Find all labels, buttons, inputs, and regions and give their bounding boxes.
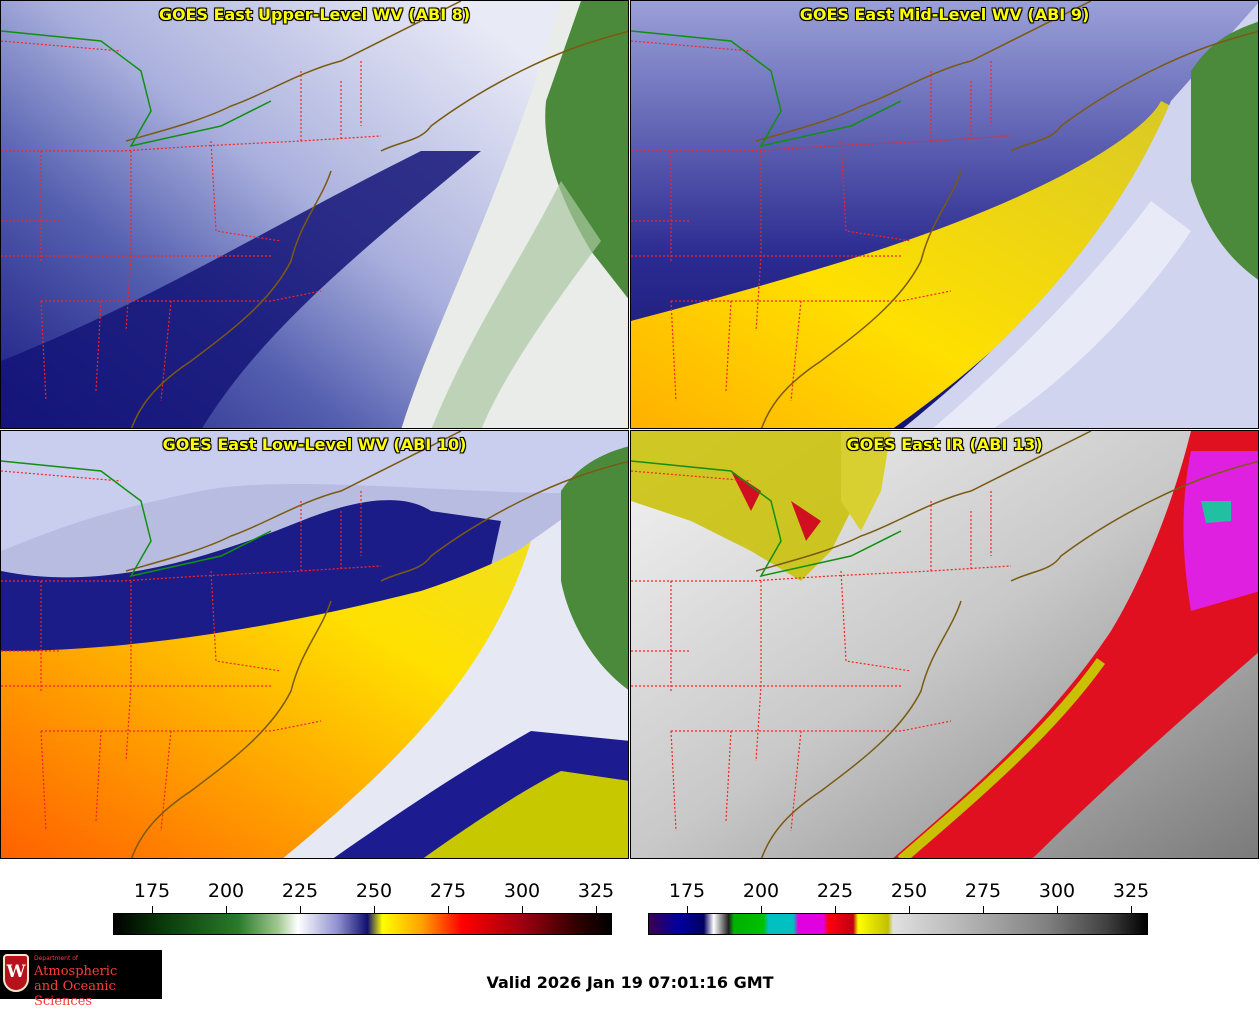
panel-upper-level-wv: GOES East Upper-Level WV (ABI 8) [0,0,629,429]
valid-time: Valid 2026 Jan 19 07:01:16 GMT [486,973,774,992]
ir-tick-mark [1057,906,1058,913]
ir-tick-mark [909,906,910,913]
wv-tick-mark [522,906,523,913]
ir-tick-label: 250 [890,880,928,902]
wv-tick-label: 175 [133,880,171,902]
panel-title: GOES East Upper-Level WV (ABI 8) [158,5,471,24]
low-wv-image [1,431,628,858]
wv-tick-mark [300,906,301,913]
mid-wv-image [631,1,1258,428]
ir-tick-label: 175 [668,880,706,902]
ir-tick-mark [687,906,688,913]
ir-tick-label: 325 [1112,880,1150,902]
ir-tick-mark [761,906,762,913]
ir-tick-mark [983,906,984,913]
wv-colorbar [113,913,612,935]
ir-tick-label: 225 [816,880,854,902]
aos-logo: W Department of Atmospheric and Oceanic … [0,950,162,1009]
panel-mid-level-wv: GOES East Mid-Level WV (ABI 9) [630,0,1259,429]
wv-tick-label: 325 [577,880,615,902]
wv-tick-mark [226,906,227,913]
uw-seal-icon: W [3,954,29,992]
panel-title: GOES East Low-Level WV (ABI 10) [162,435,467,454]
wv-tick-label: 225 [281,880,319,902]
wv-tick-mark [374,906,375,913]
logo-dept: Department of [34,955,78,962]
wv-tick-label: 275 [429,880,467,902]
ir-tick-label: 300 [1038,880,1076,902]
ir-tick-label: 200 [742,880,780,902]
panel-low-level-wv: GOES East Low-Level WV (ABI 10) [0,430,629,859]
ir-tick-label: 275 [964,880,1002,902]
panel-ir: GOES East IR (ABI 13) [630,430,1259,859]
ir-colorbar [648,913,1148,935]
logo-line1: Atmospheric [34,964,118,979]
wv-tick-mark [596,906,597,913]
ir-image [631,431,1258,858]
upper-wv-image [1,1,628,428]
panel-title: GOES East Mid-Level WV (ABI 9) [799,5,1090,24]
panel-title: GOES East IR (ABI 13) [846,435,1043,454]
ir-tick-mark [835,906,836,913]
wv-tick-mark [152,906,153,913]
wv-tick-mark [448,906,449,913]
wv-tick-label: 200 [207,880,245,902]
ir-tick-mark [1131,906,1132,913]
wv-tick-label: 300 [503,880,541,902]
wv-tick-label: 250 [355,880,393,902]
